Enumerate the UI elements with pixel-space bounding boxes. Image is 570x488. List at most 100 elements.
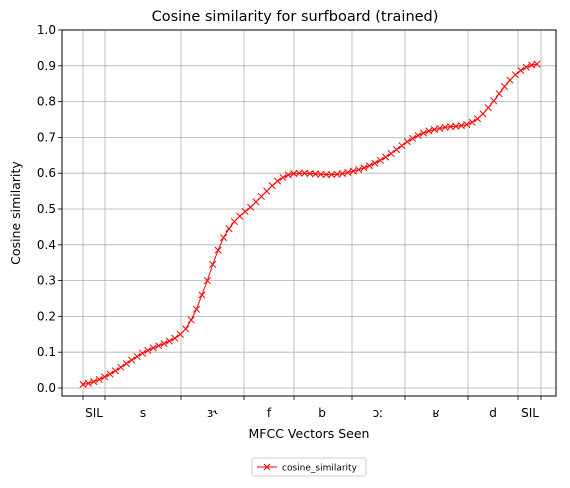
data-point-marker [106, 370, 114, 378]
data-point-marker [230, 217, 238, 226]
data-point-marker [387, 149, 395, 158]
data-point-marker [290, 170, 298, 178]
data-point-marker [274, 177, 282, 185]
x-tick-label: SIL [521, 406, 539, 420]
data-point-marker [198, 291, 206, 299]
chart-title: Cosine similarity for surfboard (trained… [152, 9, 439, 25]
data-point-marker [236, 212, 244, 220]
data-point-marker [209, 260, 217, 269]
data-point-marker [133, 352, 141, 361]
legend-label: cosine_similarity [282, 464, 358, 474]
data-point-marker [392, 146, 401, 154]
x-tick-label: f [267, 406, 272, 420]
x-tick-label: b [318, 406, 326, 420]
data-point-marker [84, 379, 92, 387]
data-point-marker [533, 60, 541, 68]
data-point-marker [257, 192, 265, 201]
data-point-marker [241, 207, 249, 216]
y-tick-label: 0.7 [37, 130, 56, 144]
data-point-marker [501, 83, 509, 91]
data-point-marker [511, 71, 519, 79]
data-point-marker [306, 170, 314, 178]
data-point-marker [419, 129, 428, 137]
data-point-marker [90, 378, 98, 386]
data-point-marker [409, 134, 417, 143]
y-tick-label: 0.0 [37, 381, 56, 395]
y-axis-label: Cosine similarity [8, 161, 23, 265]
data-point-marker [355, 166, 363, 174]
data-point-marker [338, 170, 346, 178]
data-point-marker [111, 367, 119, 375]
data-point-marker [468, 118, 476, 126]
x-tick-label: ɔː [373, 406, 384, 420]
data-point-marker [414, 132, 422, 140]
data-point-marker [295, 169, 303, 177]
data-point-marker [225, 225, 233, 233]
data-point-marker [95, 375, 103, 383]
y-tick-label: 0.1 [37, 345, 56, 359]
y-tick-label: 0.9 [37, 59, 56, 73]
legend-marker-swatch [263, 463, 271, 471]
legend: cosine_similarity [251, 457, 367, 477]
data-point-marker [425, 127, 433, 135]
data-point-marker [365, 162, 374, 170]
data-point-marker [203, 277, 211, 285]
x-tick-label: ɜ˞ [207, 406, 218, 420]
x-tick-label: d [489, 406, 497, 420]
y-tick-label: 0.6 [37, 166, 56, 180]
data-point-marker [176, 330, 184, 338]
y-tick-label: 0.3 [37, 274, 56, 288]
data-point-marker [349, 167, 357, 175]
data-point-marker [128, 356, 136, 364]
data-point-marker [171, 334, 179, 342]
data-point-marker [122, 360, 130, 368]
data-point-marker [301, 169, 309, 177]
y-tick-label: 0.5 [37, 202, 56, 216]
x-tick-label: SIL [85, 406, 103, 420]
y-tick-label: 0.2 [37, 309, 56, 323]
data-point-marker [192, 305, 201, 313]
data-point-marker [522, 63, 530, 71]
data-point-marker [160, 340, 168, 348]
data-point-marker [117, 363, 125, 371]
data-point-marker [214, 246, 222, 254]
data-point-marker [322, 171, 330, 179]
data-point-marker [436, 124, 444, 133]
data-point-marker [490, 97, 498, 105]
data-point-marker [311, 170, 319, 178]
data-point-marker [495, 90, 503, 98]
data-point-marker [463, 120, 471, 129]
data-point-marker [155, 342, 163, 350]
data-point-marker [182, 325, 190, 333]
y-tick-label: 1.0 [37, 23, 56, 37]
data-point-marker [165, 337, 174, 345]
data-point-marker [430, 125, 438, 134]
y-axis: 0.0 0.1 0.2 0.3 0.4 0.5 0.6 0.7 0.8 0.9 1.0 [37, 23, 62, 395]
plot-frame [61, 29, 557, 397]
data-point-marker [403, 138, 411, 146]
data-point-marker [457, 122, 465, 130]
data-point-marker [138, 349, 147, 357]
data-point-marker [528, 61, 536, 69]
data-point-marker [484, 104, 492, 112]
data-point-marker [246, 203, 255, 211]
y-tick-label: 0.4 [37, 238, 56, 252]
data-point-marker [144, 346, 152, 354]
x-tick-label: s [140, 406, 146, 420]
data-point-marker [149, 344, 157, 352]
data-point-marker [219, 234, 228, 242]
data-point-marker [446, 123, 455, 131]
x-tick-label: ʁ [432, 406, 439, 420]
x-axis: SIL s ɜ˞ f b ɔː ʁ d SIL [82, 396, 542, 420]
legend-box [251, 457, 367, 477]
data-point-marker [517, 66, 525, 75]
data-point-marker [279, 173, 287, 182]
x-axis-label: MFCC Vectors Seen [249, 426, 370, 441]
data-point-marker [252, 198, 260, 206]
data-point-marker [317, 170, 325, 178]
data-point-marker [328, 171, 336, 179]
data-point-marker [101, 373, 109, 381]
data-point-marker [79, 380, 87, 388]
